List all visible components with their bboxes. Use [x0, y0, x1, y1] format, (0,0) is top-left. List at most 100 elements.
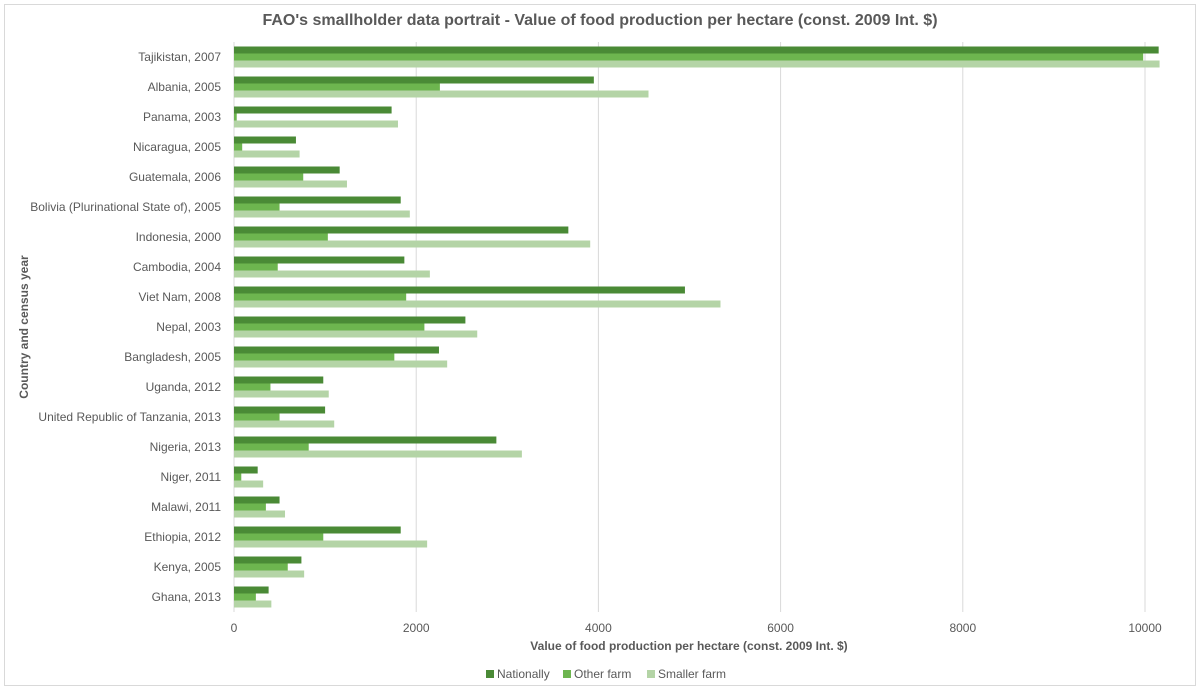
- bar: [234, 496, 280, 504]
- category-label: Ghana, 2013: [152, 590, 222, 604]
- bar: [234, 136, 296, 144]
- bar: [234, 533, 324, 541]
- category-label: Guatemala, 2006: [129, 170, 221, 184]
- x-tick-label: 2000: [403, 621, 430, 635]
- bar: [234, 570, 305, 578]
- category-label: Cambodia, 2004: [133, 260, 221, 274]
- bar: [234, 360, 448, 368]
- bar: [234, 413, 280, 421]
- x-axis-title: Value of food production per hectare (co…: [530, 639, 847, 653]
- x-tick-label: 4000: [585, 621, 612, 635]
- chart-title: FAO's smallholder data portrait - Value …: [262, 12, 937, 29]
- bar: [234, 106, 392, 114]
- bar: [234, 76, 594, 84]
- category-label: Kenya, 2005: [154, 560, 222, 574]
- bar: [234, 556, 302, 564]
- bar: [234, 323, 425, 331]
- legend-swatch: [563, 670, 571, 678]
- bar: [234, 420, 335, 428]
- bar: [234, 113, 237, 121]
- bar: [234, 376, 324, 384]
- category-label: Indonesia, 2000: [136, 230, 222, 244]
- bar: [234, 540, 428, 548]
- bar: [234, 480, 264, 488]
- bar: [234, 600, 272, 608]
- bar: [234, 233, 328, 241]
- bar: [234, 120, 398, 128]
- x-tick-label: 8000: [949, 621, 976, 635]
- bar: [234, 586, 269, 594]
- legend-label: Other farm: [574, 667, 631, 681]
- legend-swatch: [647, 670, 655, 678]
- legend-item: Other farm: [563, 667, 631, 681]
- bar: [234, 293, 407, 301]
- category-label: Uganda, 2012: [146, 380, 222, 394]
- bar: [234, 196, 401, 204]
- bar: [234, 166, 340, 174]
- bar: [234, 390, 329, 398]
- category-label: United Republic of Tanzania, 2013: [38, 410, 221, 424]
- category-label: Malawi, 2011: [151, 500, 221, 514]
- category-labels: Tajikistan, 2007 Albania, 2005 Panama, 200…: [30, 50, 221, 604]
- bar: [234, 286, 685, 294]
- bar: [234, 330, 478, 338]
- bar: [234, 60, 1160, 68]
- bar: [234, 503, 266, 511]
- bar: [234, 90, 649, 98]
- legend-item: Smaller farm: [647, 667, 726, 681]
- bar: [234, 563, 288, 571]
- category-label: Nepal, 2003: [156, 320, 221, 334]
- bar: [234, 53, 1144, 61]
- x-tick-label: 6000: [767, 621, 794, 635]
- bar: [234, 226, 569, 234]
- x-tick-label: 0: [231, 621, 238, 635]
- bar: [234, 180, 347, 188]
- bar: [234, 263, 278, 271]
- bar: [234, 593, 256, 601]
- bar: [234, 143, 243, 151]
- bar: [234, 46, 1159, 54]
- bar: [234, 256, 405, 264]
- x-tick-labels: 0 2000 4000 6000 8000 10000: [231, 621, 1162, 635]
- bars: [234, 46, 1160, 608]
- category-label: Bolivia (Plurinational State of), 2005: [30, 200, 221, 214]
- legend: Nationally Other farm Smaller farm: [486, 667, 726, 681]
- category-label: Nigeria, 2013: [150, 440, 222, 454]
- bar: [234, 150, 300, 158]
- legend-item: Nationally: [486, 667, 550, 681]
- x-tick-label: 10000: [1128, 621, 1162, 635]
- legend-label: Smaller farm: [658, 667, 726, 681]
- bar: [234, 173, 304, 181]
- chart-frame: [4, 4, 1196, 686]
- bar: [234, 210, 410, 218]
- bar: [234, 270, 430, 278]
- bar: [234, 300, 721, 308]
- category-label: Albania, 2005: [148, 80, 222, 94]
- bar: [234, 436, 497, 444]
- bar: [234, 383, 271, 391]
- bar: [234, 473, 242, 481]
- y-axis-title: Country and census year: [17, 255, 31, 399]
- category-label: Bangladesh, 2005: [124, 350, 221, 364]
- category-label: Ethiopia, 2012: [144, 530, 221, 544]
- legend-swatch: [486, 670, 494, 678]
- bar: [234, 83, 440, 91]
- category-label: Tajikistan, 2007: [138, 50, 221, 64]
- bar: [234, 406, 326, 414]
- category-label: Panama, 2003: [143, 110, 221, 124]
- category-label: Viet Nam, 2008: [139, 290, 222, 304]
- bar: [234, 443, 309, 451]
- bar: [234, 316, 466, 324]
- bar: [234, 240, 591, 248]
- bar: [234, 450, 522, 458]
- category-label: Niger, 2011: [161, 470, 222, 484]
- bar: [234, 466, 258, 474]
- bar: [234, 353, 395, 361]
- bar: [234, 526, 401, 534]
- category-label: Nicaragua, 2005: [133, 140, 221, 154]
- bar: [234, 510, 286, 518]
- bar: [234, 203, 280, 211]
- legend-label: Nationally: [497, 667, 550, 681]
- bar: [234, 346, 439, 354]
